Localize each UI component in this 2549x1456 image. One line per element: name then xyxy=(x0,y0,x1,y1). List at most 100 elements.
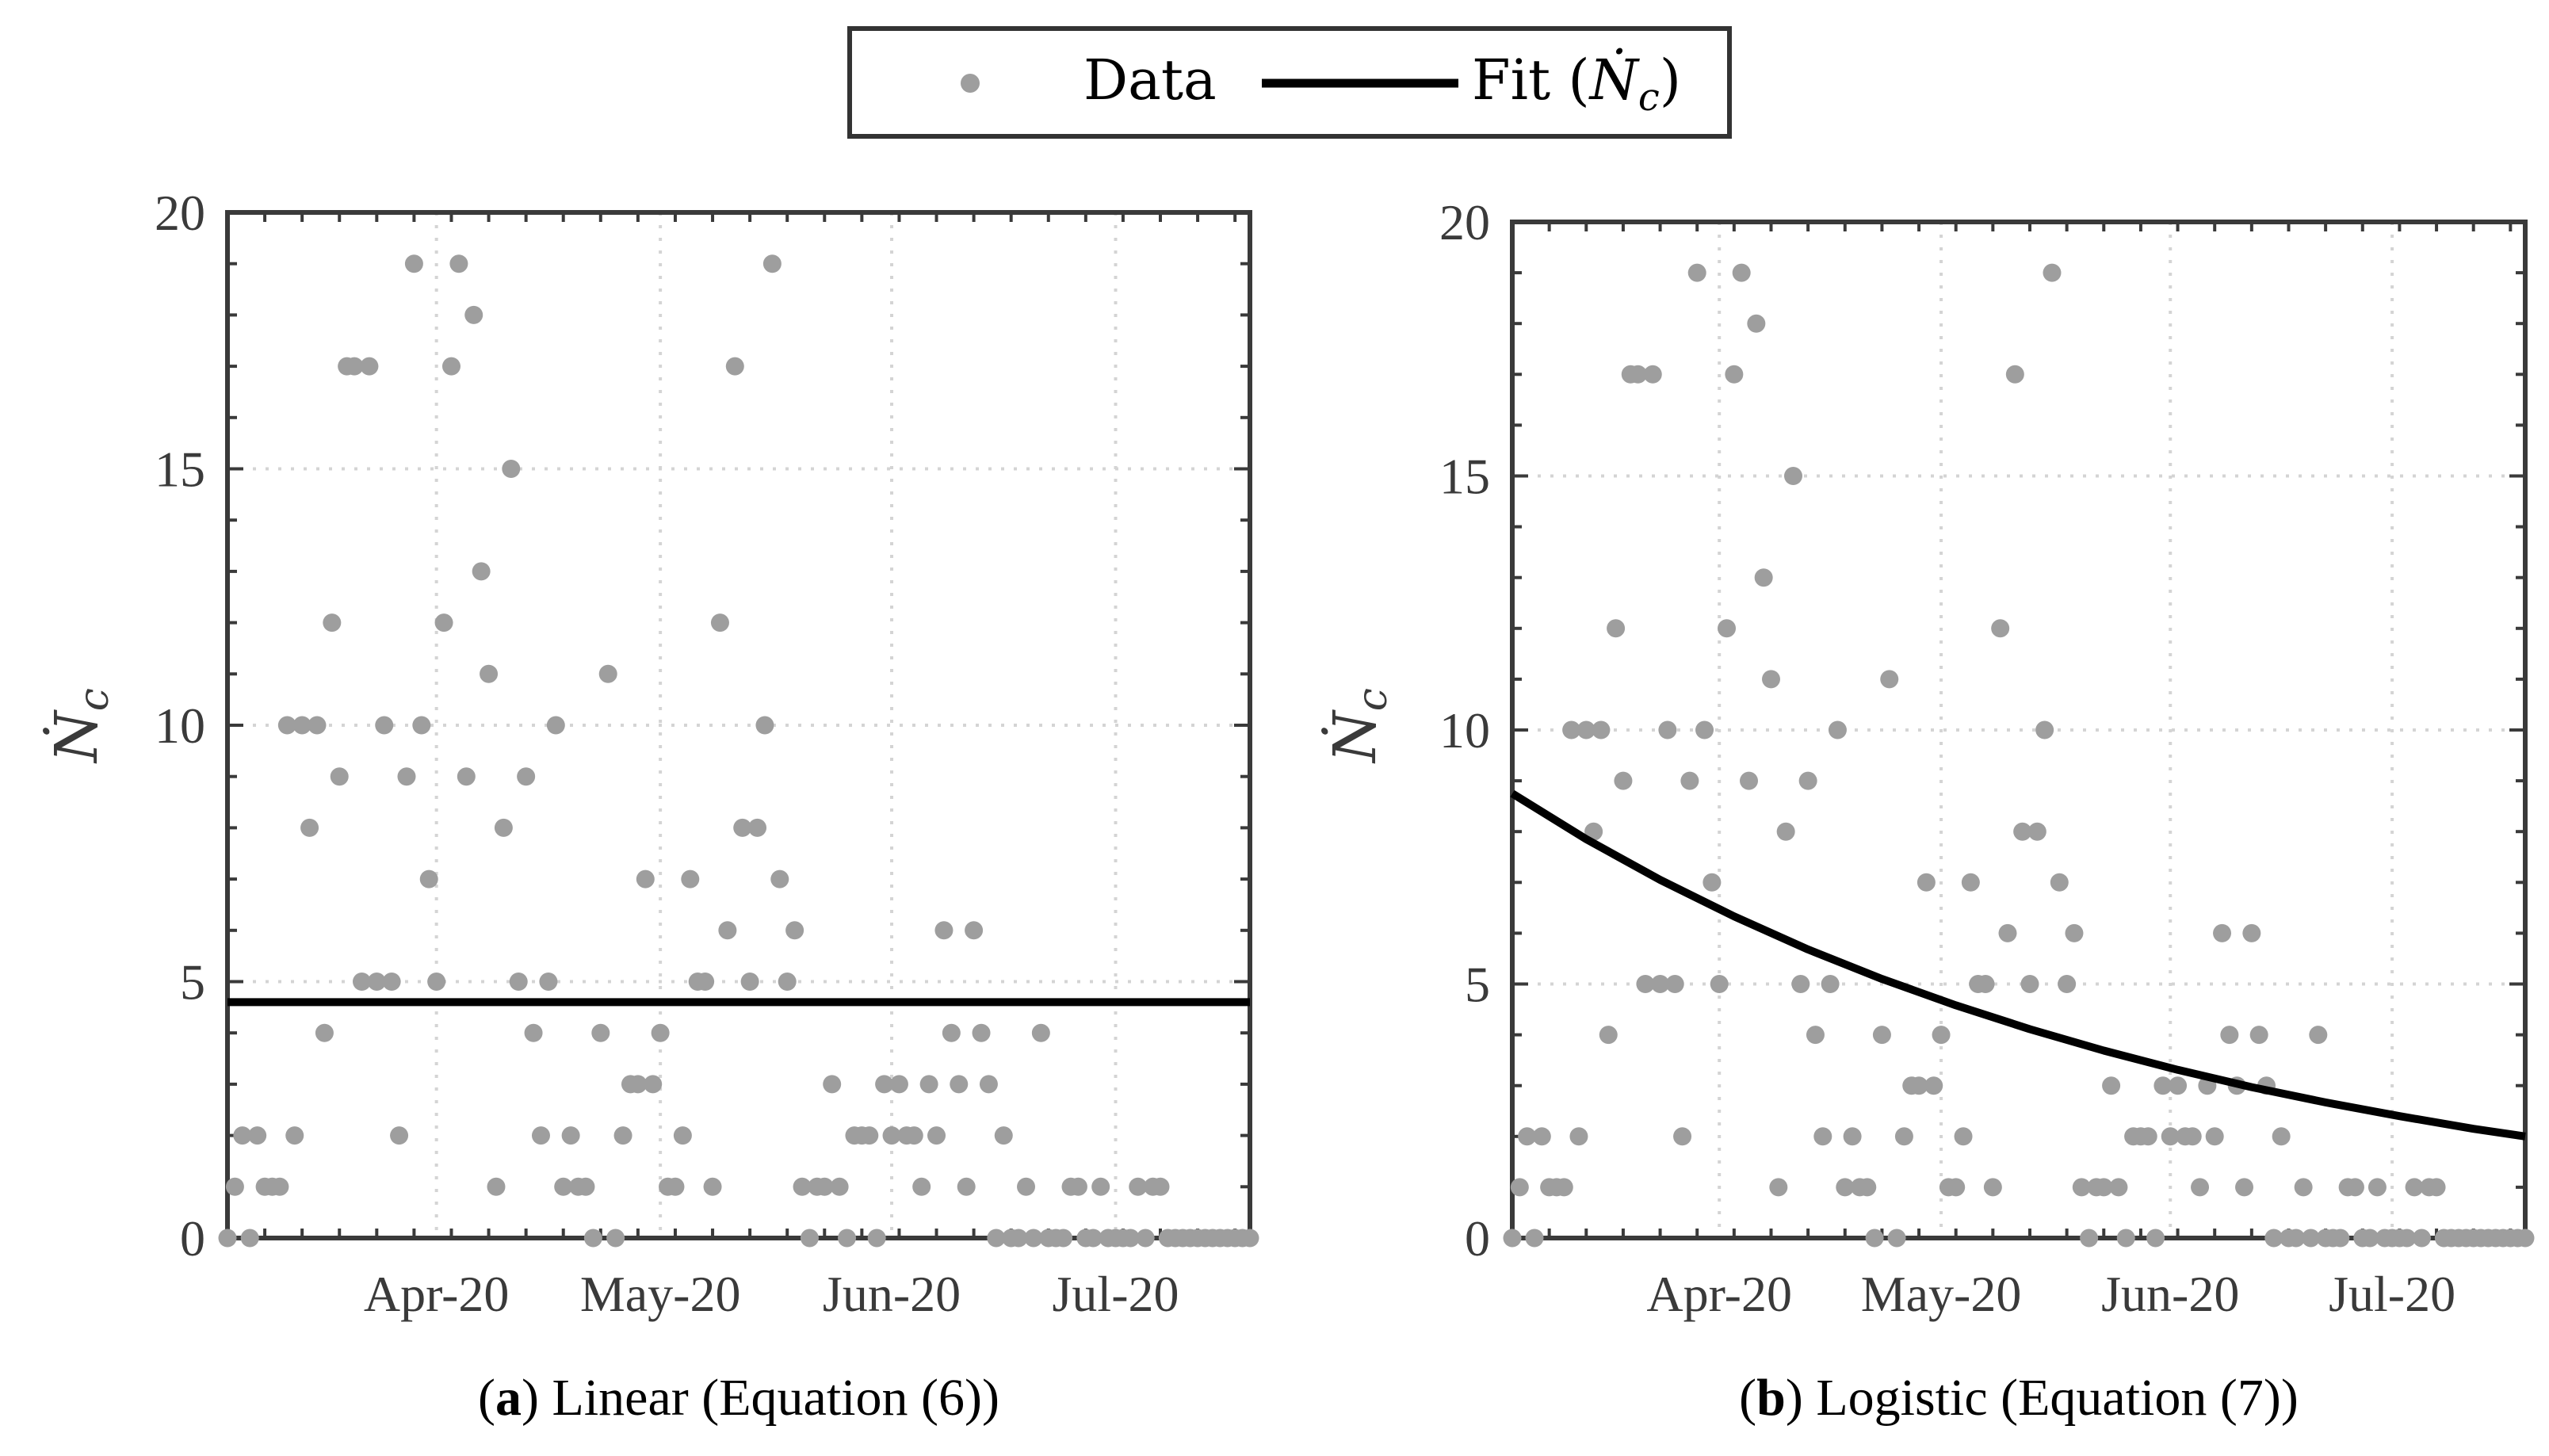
panel-b-grid xyxy=(1512,222,2525,1238)
data-point xyxy=(2405,1178,2424,1197)
data-point xyxy=(2367,1178,2387,1197)
data-point xyxy=(1769,1178,1788,1197)
data-point xyxy=(1880,670,1899,689)
data-point xyxy=(613,1126,632,1145)
data-point xyxy=(2116,1229,2135,1248)
data-point xyxy=(390,1126,409,1145)
data-point xyxy=(1872,1026,1891,1045)
data-point xyxy=(2102,1076,2121,1095)
data-point xyxy=(1976,975,1995,993)
data-point xyxy=(1658,720,1677,739)
data-point xyxy=(1518,1127,1537,1146)
data-point xyxy=(965,921,984,940)
data-point xyxy=(1961,873,1980,892)
data-point xyxy=(785,921,804,940)
data-point xyxy=(606,1229,625,1248)
data-point xyxy=(1798,771,1817,790)
panel-a-xtick-label-0: Apr-20 xyxy=(364,1266,510,1322)
data-point xyxy=(673,1126,692,1145)
data-point xyxy=(1054,1229,1073,1248)
data-point xyxy=(778,973,797,991)
data-point xyxy=(994,1126,1013,1145)
data-point xyxy=(1710,975,1729,993)
data-point xyxy=(2264,1229,2283,1248)
data-point xyxy=(889,1075,908,1094)
data-point xyxy=(1718,619,1737,638)
data-point xyxy=(2161,1127,2180,1146)
data-point xyxy=(300,818,319,837)
data-point xyxy=(539,973,558,991)
data-point xyxy=(2235,1178,2254,1197)
data-point xyxy=(2345,1178,2364,1197)
data-point xyxy=(1599,1026,1618,1045)
data-point xyxy=(987,1229,1006,1248)
data-point xyxy=(860,1126,879,1145)
panel-b-ylabel-symbol: Ṅ xyxy=(1320,709,1389,764)
data-point xyxy=(1614,771,1633,790)
data-point xyxy=(927,1126,946,1145)
data-point xyxy=(270,1177,289,1196)
data-point xyxy=(934,921,953,940)
data-point xyxy=(2427,1178,2446,1197)
data-point xyxy=(710,613,729,632)
data-point xyxy=(509,973,528,991)
data-point xyxy=(748,818,767,837)
data-point xyxy=(1924,1076,1943,1095)
data-point xyxy=(1643,365,1662,384)
data-point xyxy=(2360,1229,2379,1248)
data-point xyxy=(1983,1178,2002,1197)
data-point xyxy=(1584,822,1603,841)
legend: Data Fit (Ṅc) xyxy=(847,26,1732,139)
data-point xyxy=(1909,1076,1928,1095)
legend-fit-symbol: Ṅ xyxy=(1588,48,1641,113)
data-point xyxy=(912,1177,931,1196)
data-point xyxy=(666,1177,685,1196)
data-point xyxy=(1732,263,1751,282)
data-point xyxy=(2080,1229,2099,1248)
data-point xyxy=(1576,720,1596,739)
panel-b-ylabel-subscript: c xyxy=(1349,688,1397,711)
panel-b-caption-text: Logistic (Equation (7)) xyxy=(1803,1369,2299,1427)
data-point xyxy=(345,357,364,376)
panel-a-xtick-label-2: Jun-20 xyxy=(823,1266,961,1322)
data-point xyxy=(583,1229,602,1248)
panel-a-ytick-label-0: 0 xyxy=(180,1210,205,1267)
data-point xyxy=(427,973,446,991)
data-point xyxy=(1828,720,1847,739)
data-point xyxy=(2272,1127,2291,1146)
data-point xyxy=(1554,1178,1573,1197)
panel-a-xtick-label-1: May-20 xyxy=(580,1266,741,1322)
data-point xyxy=(1947,1178,1966,1197)
data-point xyxy=(2094,1178,2113,1197)
data-point xyxy=(838,1229,857,1248)
data-point xyxy=(382,973,401,991)
panel-b-xtick-label-1: May-20 xyxy=(1861,1266,2022,1322)
panel-b-caption-letter: b xyxy=(1756,1369,1786,1427)
data-point xyxy=(830,1177,849,1196)
panel-b-caption-open: ( xyxy=(1739,1369,1756,1427)
data-point xyxy=(449,254,468,273)
panel-b-caption-close: ) xyxy=(1786,1369,1803,1427)
data-point xyxy=(2169,1076,2188,1095)
data-point xyxy=(2331,1229,2350,1248)
data-point xyxy=(2220,1026,2239,1045)
data-point xyxy=(2035,720,2054,739)
data-point xyxy=(636,869,655,889)
data-point xyxy=(2294,1178,2313,1197)
data-point xyxy=(681,869,700,889)
data-point xyxy=(502,460,521,478)
data-point xyxy=(1673,1127,1692,1146)
data-point xyxy=(957,1177,976,1196)
data-point xyxy=(464,305,483,324)
panel-a-ylabel-symbol: Ṅ xyxy=(42,709,111,764)
panel-b-ticks: 0 5 10 15 20 Apr-20 May-20 Jun-20 Jul-20 xyxy=(1439,194,2525,1322)
panel-a-ticks: 0 5 10 15 20 Apr-20 May-20 Jun-20 Jul-20 xyxy=(155,185,1250,1322)
data-point xyxy=(1687,263,1706,282)
data-point xyxy=(277,716,296,735)
data-point xyxy=(240,1229,259,1248)
data-point xyxy=(733,818,752,837)
data-point xyxy=(1680,771,1699,790)
panel-b-ytick-label-0: 0 xyxy=(1465,1210,1490,1267)
data-point xyxy=(1665,975,1684,993)
data-point xyxy=(2398,1229,2417,1248)
